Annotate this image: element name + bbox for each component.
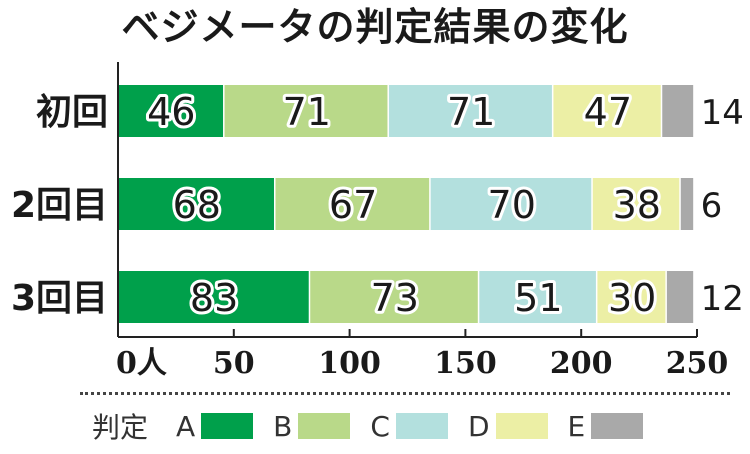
category-label-3: 3回目 — [11, 278, 108, 319]
bar-segment-C-2 — [430, 178, 592, 230]
x-tick-label-1: 50 — [213, 346, 255, 381]
legend-label-A: A — [176, 409, 196, 443]
x-tick-label-2: 100 — [318, 346, 381, 381]
bar-segment-E-2 — [680, 178, 694, 230]
legend-swatch-A — [201, 413, 254, 439]
bar-segment-C-1 — [388, 85, 552, 137]
value-labels-group: 46 71 71 47 14 68 67 70 38 6 83 73 51 30 12 — [144, 87, 744, 323]
value-label-C-2: 70 — [488, 183, 536, 227]
bar-segment-E-3 — [666, 271, 694, 323]
category-labels-group: 初回 2回目 3回目 — [11, 92, 108, 319]
legend-swatch-D — [495, 413, 548, 439]
x-tick-label-0: 0人 — [116, 346, 167, 381]
value-label-C-1: 71 — [447, 90, 495, 134]
bar-segment-A-2 — [118, 178, 274, 230]
bar-segment-B-3 — [310, 271, 478, 323]
x-tick-label-4: 200 — [550, 346, 613, 381]
value-label-E-2: 6 — [701, 186, 723, 226]
legend-item-B: B — [273, 409, 351, 443]
value-label-B-3: 73 — [371, 276, 419, 320]
x-tick-label-5: 250 — [666, 346, 729, 381]
legend: 判定 A B C D E — [92, 406, 663, 446]
bar-segment-B-2 — [275, 178, 430, 230]
legend-label-C: C — [370, 409, 390, 443]
legend-title: 判定 — [92, 411, 149, 444]
separator-line — [80, 392, 730, 395]
value-label-A-1: 46 — [147, 90, 195, 134]
legend-swatch-B — [298, 413, 351, 439]
legend-swatch-C — [395, 413, 448, 439]
bar-segment-B-1 — [224, 85, 388, 137]
x-axis: 0人 50 100 150 200 250 — [116, 62, 728, 381]
value-label-D-2: 38 — [613, 183, 661, 227]
bar-segment-A-3 — [118, 271, 309, 323]
bar-segment-A-1 — [118, 85, 224, 137]
legend-swatch-E — [591, 413, 644, 439]
legend-item-A: A — [176, 409, 254, 443]
value-label-A-3: 83 — [190, 276, 238, 320]
value-label-C-3: 51 — [514, 276, 562, 320]
legend-item-E: E — [568, 410, 644, 443]
legend-label-D: D — [467, 409, 490, 443]
value-label-D-1: 47 — [584, 90, 632, 134]
bar-segment-C-3 — [479, 271, 596, 323]
bars-group — [118, 85, 694, 323]
chart-title: ベジメータの判定結果の変化 — [121, 5, 629, 49]
bar-segment-D-3 — [597, 271, 666, 323]
value-label-A-2: 68 — [173, 183, 221, 227]
value-label-D-3: 30 — [608, 276, 656, 320]
bar-segment-D-2 — [592, 178, 680, 230]
value-label-B-1: 71 — [283, 90, 331, 134]
category-label-1: 初回 — [36, 92, 108, 133]
value-label-E-3: 12 — [701, 279, 744, 319]
legend-label-E: E — [567, 409, 586, 443]
legend-items: A B C D E — [176, 410, 663, 443]
legend-item-D: D — [468, 410, 548, 443]
legend-label-B: B — [273, 409, 293, 443]
category-label-2: 2回目 — [11, 185, 108, 226]
value-label-E-1: 14 — [701, 93, 744, 133]
bar-segment-D-1 — [553, 85, 661, 137]
value-label-B-2: 67 — [329, 183, 377, 227]
legend-item-C: C — [370, 410, 448, 443]
x-tick-label-3: 150 — [434, 346, 497, 381]
bar-segment-E-1 — [662, 85, 694, 137]
